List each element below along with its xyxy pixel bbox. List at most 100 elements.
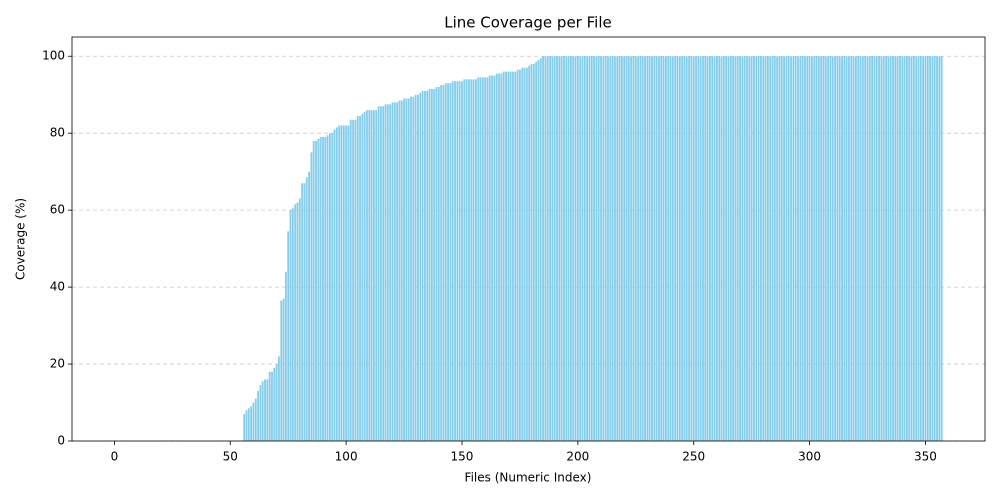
bar xyxy=(444,83,447,442)
bar xyxy=(623,56,626,441)
bar xyxy=(331,133,334,441)
bar xyxy=(569,56,572,441)
bar xyxy=(412,96,415,441)
bar xyxy=(472,79,475,442)
y-tick-label: 40 xyxy=(50,280,65,294)
bar xyxy=(639,56,642,441)
bar xyxy=(859,56,862,441)
bar xyxy=(407,98,410,442)
bar xyxy=(303,183,306,441)
y-axis-label: Coverage (%) xyxy=(14,198,28,280)
bar xyxy=(312,140,315,441)
bar xyxy=(711,56,714,441)
bar xyxy=(750,56,753,441)
bar xyxy=(808,56,811,441)
bar xyxy=(732,56,735,441)
bar xyxy=(574,56,577,441)
bar xyxy=(912,56,915,441)
bar xyxy=(797,56,799,441)
bar xyxy=(502,71,505,441)
bar xyxy=(899,56,901,441)
x-tick-label: 350 xyxy=(914,450,937,464)
bar xyxy=(905,56,908,441)
bar xyxy=(544,56,547,441)
bar xyxy=(757,56,760,441)
bar xyxy=(875,56,878,441)
bar xyxy=(382,106,385,441)
bar xyxy=(702,56,704,441)
bar xyxy=(259,385,262,441)
bar xyxy=(291,208,294,441)
bar xyxy=(553,56,556,441)
bar xyxy=(361,113,364,441)
bar xyxy=(398,100,401,441)
y-tick-label: 60 xyxy=(50,203,65,217)
bar xyxy=(713,56,716,441)
bar xyxy=(532,63,535,441)
bar xyxy=(512,71,514,441)
bar xyxy=(746,56,748,441)
bar xyxy=(308,171,310,441)
bar xyxy=(922,56,925,441)
x-tick-label: 100 xyxy=(335,450,358,464)
bar xyxy=(630,56,633,441)
bar xyxy=(681,56,684,441)
bar xyxy=(528,65,531,441)
bar xyxy=(831,56,834,441)
bar xyxy=(266,379,269,441)
bar xyxy=(419,92,422,442)
bar xyxy=(824,56,827,441)
bar xyxy=(442,85,445,441)
bar xyxy=(917,56,920,441)
bar xyxy=(683,56,686,441)
bar xyxy=(294,204,297,441)
bar xyxy=(813,56,816,441)
bar xyxy=(718,56,721,441)
bar xyxy=(271,371,273,441)
bar xyxy=(458,81,461,441)
bar xyxy=(690,56,693,441)
x-tick-label: 0 xyxy=(111,450,119,464)
bar xyxy=(268,371,271,441)
bar xyxy=(725,56,728,441)
bar xyxy=(695,56,697,441)
bar xyxy=(641,56,644,441)
bar xyxy=(567,56,570,441)
bar xyxy=(938,56,941,441)
bar xyxy=(676,56,679,441)
bar xyxy=(919,56,922,441)
bar xyxy=(581,56,584,441)
bar xyxy=(653,56,656,441)
bar xyxy=(551,56,554,441)
bar xyxy=(328,133,331,441)
bar xyxy=(454,81,456,441)
bar xyxy=(776,56,779,441)
bar xyxy=(484,77,487,442)
bar xyxy=(250,406,253,441)
bar xyxy=(525,67,528,442)
bar xyxy=(278,356,280,441)
bar xyxy=(648,56,651,441)
bar xyxy=(620,56,623,441)
bar xyxy=(486,77,489,442)
bar xyxy=(720,56,723,441)
bar xyxy=(739,56,741,441)
bar xyxy=(590,56,593,441)
bar xyxy=(342,125,345,441)
bar xyxy=(319,137,322,442)
chart-title: Line Coverage per File xyxy=(444,14,611,32)
bar xyxy=(827,56,830,441)
bar xyxy=(556,56,558,441)
bar xyxy=(537,60,540,441)
bar xyxy=(792,56,795,441)
bar xyxy=(667,56,670,441)
bar xyxy=(889,56,892,441)
bar xyxy=(627,56,630,441)
bar xyxy=(514,71,517,441)
bar xyxy=(933,56,936,441)
bar xyxy=(894,56,897,441)
bar xyxy=(491,75,494,441)
bar xyxy=(354,119,357,441)
bar xyxy=(243,414,246,441)
bar xyxy=(926,56,929,441)
